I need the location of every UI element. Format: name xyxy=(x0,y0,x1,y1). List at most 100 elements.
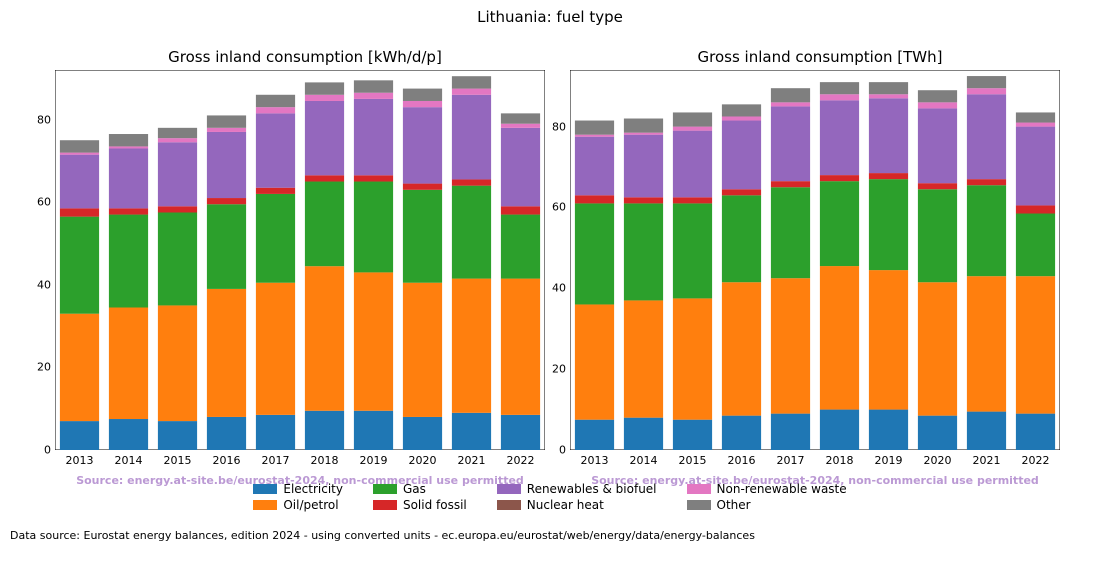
bar-segment xyxy=(722,416,761,450)
x-tick-label: 2013 xyxy=(66,454,94,467)
bar-segment xyxy=(869,98,908,173)
bar-segment xyxy=(967,76,1006,88)
bar-segment xyxy=(1016,127,1055,206)
bar-segment xyxy=(403,89,442,101)
bar-segment xyxy=(967,88,1006,94)
bar-segment xyxy=(918,416,957,450)
bar-segment xyxy=(820,175,859,181)
bar-segment xyxy=(624,300,663,417)
bar-segment xyxy=(501,113,540,123)
legend-swatch xyxy=(373,500,397,510)
bar-segment xyxy=(771,278,810,413)
bar-segment xyxy=(452,89,491,95)
bar-segment xyxy=(452,413,491,450)
bar-segment xyxy=(722,189,761,195)
bar-segment xyxy=(967,179,1006,185)
bar-segment xyxy=(967,94,1006,179)
bar-segment xyxy=(109,419,148,450)
x-tick-label: 2019 xyxy=(875,454,903,467)
bar-segment xyxy=(722,104,761,116)
right-axes: Source: energy.at-site.be/eurostat-2024,… xyxy=(570,70,1060,450)
legend-item: Oil/petrol xyxy=(253,498,343,512)
bar-segment xyxy=(501,415,540,450)
legend-swatch xyxy=(497,484,521,494)
bar-segment xyxy=(967,276,1006,411)
legend-label: Electricity xyxy=(283,482,343,496)
bar-segment xyxy=(305,82,344,94)
bar-segment xyxy=(207,132,246,198)
bar-segment xyxy=(305,411,344,450)
bar-segment xyxy=(771,414,810,450)
bar-segment xyxy=(60,217,99,314)
bar-segment xyxy=(918,90,957,102)
bar-segment xyxy=(354,175,393,181)
bar-segment xyxy=(354,99,393,175)
bar-segment xyxy=(305,266,344,411)
bar-segment xyxy=(354,80,393,92)
bar-segment xyxy=(820,266,859,410)
bar-segment xyxy=(673,131,712,198)
bar-segment xyxy=(305,175,344,181)
bar-segment xyxy=(207,204,246,289)
bar-segment xyxy=(722,116,761,120)
bar-segment xyxy=(722,282,761,415)
bar-segment xyxy=(452,179,491,185)
bar-segment xyxy=(109,134,148,146)
legend-item: Other xyxy=(687,498,847,512)
bar-segment xyxy=(673,112,712,126)
legend-swatch xyxy=(497,500,521,510)
bar-segment xyxy=(109,308,148,420)
bar-segment xyxy=(575,420,614,450)
legend-swatch xyxy=(253,500,277,510)
bar-segment xyxy=(452,279,491,413)
bar-segment xyxy=(158,138,197,142)
bar-segment xyxy=(158,213,197,306)
x-tick-label: 2021 xyxy=(973,454,1001,467)
legend-swatch xyxy=(687,500,711,510)
bar-segment xyxy=(1016,205,1055,213)
bar-segment xyxy=(452,76,491,88)
figure: Lithuania: fuel type Gross inland consum… xyxy=(0,0,1100,572)
legend-column: Renewables & biofuelNuclear heat xyxy=(497,482,657,512)
legend: Electricity Oil/petrol Gas Solid fossil Rene… xyxy=(0,482,1100,512)
legend-label: Solid fossil xyxy=(403,498,467,512)
bar-segment xyxy=(256,107,295,113)
bar-segment xyxy=(624,133,663,135)
bar-segment xyxy=(403,417,442,450)
bar-segment xyxy=(354,182,393,273)
bar-segment xyxy=(207,289,246,417)
bar-segment xyxy=(967,185,1006,276)
x-tick-label: 2014 xyxy=(115,454,143,467)
bar-segment xyxy=(624,197,663,203)
bar-segment xyxy=(1016,214,1055,277)
legend-swatch xyxy=(373,484,397,494)
bar-segment xyxy=(207,115,246,127)
bar-segment xyxy=(771,88,810,102)
legend-label: Other xyxy=(717,498,751,512)
x-tick-label: 2018 xyxy=(311,454,339,467)
bar-segment xyxy=(967,412,1006,450)
bar-segment xyxy=(624,203,663,300)
bar-segment xyxy=(158,142,197,206)
bar-segment xyxy=(575,137,614,196)
bar-segment xyxy=(109,146,148,148)
bar-segment xyxy=(820,181,859,266)
bar-segment xyxy=(624,418,663,450)
bar-segment xyxy=(60,153,99,155)
bar-segment xyxy=(403,283,442,417)
x-tick-label: 2013 xyxy=(581,454,609,467)
x-tick-label: 2015 xyxy=(679,454,707,467)
bar-segment xyxy=(109,215,148,308)
x-tick-label: 2020 xyxy=(924,454,952,467)
x-tick-label: 2019 xyxy=(360,454,388,467)
bar-segment xyxy=(575,135,614,137)
y-tick-label: 0 xyxy=(21,444,51,457)
x-tick-label: 2015 xyxy=(164,454,192,467)
legend-item: Gas xyxy=(373,482,467,496)
bar-segment xyxy=(722,195,761,282)
legend-item: Electricity xyxy=(253,482,343,496)
x-tick-label: 2022 xyxy=(507,454,535,467)
bar-segment xyxy=(256,113,295,187)
bar-segment xyxy=(624,135,663,198)
bar-segment xyxy=(158,206,197,212)
